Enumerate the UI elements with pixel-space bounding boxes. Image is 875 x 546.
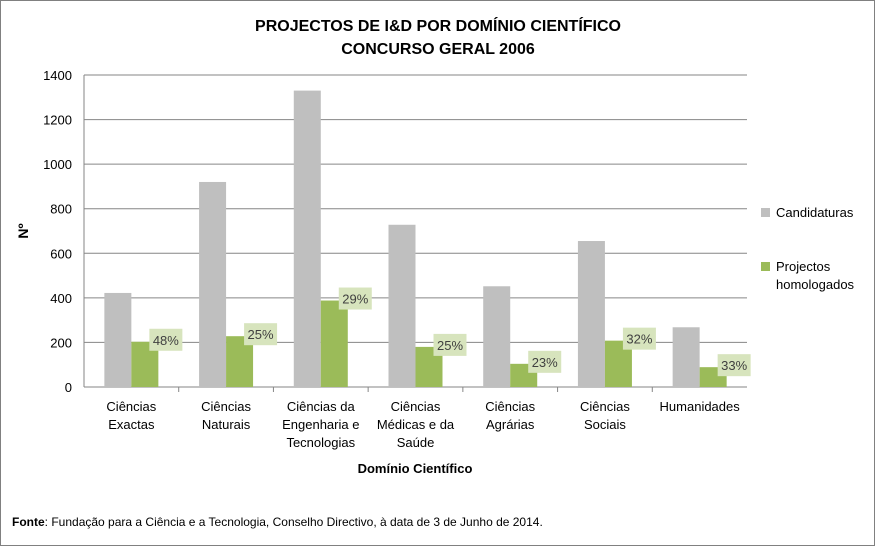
legend-swatch-candidaturas (761, 208, 770, 217)
x-tick-label: Ciências Sociais (580, 399, 630, 432)
data-label-bg (528, 350, 562, 373)
data-label-bg (622, 327, 656, 350)
y-axis-label: Nº (15, 223, 31, 238)
y-tick-label: 400 (50, 291, 72, 306)
data-label: 23% (532, 355, 558, 370)
x-tick-label: Ciências Exactas (106, 399, 156, 432)
data-label: 48% (153, 333, 179, 348)
source-text: : Fundação para a Ciência e a Tecnologia… (44, 515, 543, 529)
chart-title: PROJECTOS DE I&D POR DOMÍNIO CIENTÍFICO C… (255, 16, 621, 58)
bar-candidaturas (483, 286, 511, 387)
x-tick-label: Ciências Médicas e da Saúde (377, 399, 455, 450)
y-tick-label: 600 (50, 246, 72, 261)
x-tick-label: Humanidades (660, 399, 741, 414)
bar-candidaturas (104, 292, 132, 387)
legend-swatch-projectos-homologados (761, 262, 770, 271)
data-label: 29% (342, 292, 368, 307)
y-tick-label: 200 (50, 335, 72, 350)
data-label-bg (149, 328, 183, 351)
legend-label-projectos-homologados: Projectos homologados (776, 259, 855, 292)
x-tick-label: Ciências Naturais (201, 399, 251, 432)
y-tick-label: 0 (65, 380, 72, 395)
y-tick-label: 1400 (43, 68, 72, 83)
data-label: 25% (248, 327, 274, 342)
data-label: 32% (626, 332, 652, 347)
source-note: Fonte: Fundação para a Ciência e a Tecno… (12, 515, 543, 529)
bar-candidaturas (388, 224, 416, 387)
y-tick-label: 1200 (43, 113, 72, 128)
source-label: Fonte (12, 515, 45, 529)
legend-label-candidaturas: Candidaturas (776, 205, 854, 220)
data-label-bg (338, 287, 372, 310)
x-axis-label: Domínio Científico (358, 461, 473, 476)
bar-candidaturas (672, 327, 700, 387)
x-tick-label: Ciências Agrárias (485, 399, 535, 432)
bar-projectos-homologados (320, 300, 348, 387)
y-tick-label: 800 (50, 202, 72, 217)
bar-candidaturas (577, 241, 605, 387)
bar-candidaturas (293, 90, 321, 387)
data-label-bg (433, 333, 467, 356)
y-tick-label: 1000 (43, 157, 72, 172)
x-tick-label: Ciências da Engenharia e Tecnologias (282, 399, 359, 450)
data-label: 33% (721, 358, 747, 373)
data-label: 25% (437, 338, 463, 353)
data-label-bg (717, 354, 751, 377)
bar-candidaturas (199, 181, 227, 387)
data-label-bg (244, 323, 278, 346)
